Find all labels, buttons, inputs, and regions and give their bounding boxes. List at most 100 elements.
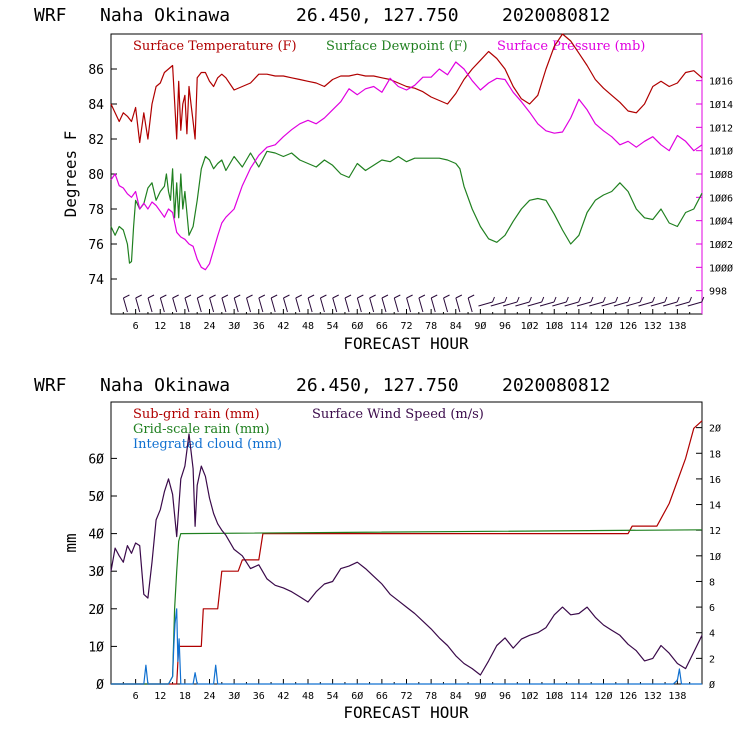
wind-barb — [478, 296, 495, 307]
wind-barb — [196, 294, 204, 313]
wind-barb — [601, 296, 619, 307]
wind-barb — [650, 296, 668, 307]
series-line-surface-wind-speed — [110, 433, 703, 676]
y-right-tick-label: 14 — [709, 501, 721, 512]
x-tick-label: 18 — [179, 691, 191, 702]
wind-barb — [430, 294, 438, 313]
x-tick-label: 84 — [450, 691, 462, 702]
header-model: WRF — [34, 5, 67, 26]
y-left-tick-label: Ø — [96, 678, 104, 693]
panel-1-y-right-ticks: 998 1ØØØ 1ØØ2 1ØØ4 1ØØ6 1ØØ8 1Ø1Ø 1Ø12 1Ø14 1Ø16 — [696, 76, 733, 298]
panel-1-x-axis-label: FORECAST HOUR — [343, 334, 469, 353]
legend-grid-scale-rain: Grid-scale rain (mm) — [133, 422, 270, 437]
series-line-surface-pressure — [110, 61, 703, 271]
x-tick-label: 138 — [668, 321, 686, 332]
x-tick-label: 132 — [644, 321, 662, 332]
wind-barb — [626, 296, 643, 307]
x-tick-label: 6 — [133, 691, 139, 702]
x-tick-label: 6Ø — [351, 690, 363, 702]
wind-barb — [613, 296, 631, 307]
y-right-tick-label: 1Ø1Ø — [709, 146, 733, 158]
y-right-tick-label: 1ØØ6 — [709, 192, 733, 204]
y-right-tick-label: 1ØØØ — [709, 262, 733, 274]
x-tick-label: 96 — [499, 691, 511, 702]
wind-barb — [393, 294, 401, 313]
x-tick-label: 54 — [327, 321, 339, 332]
wind-barb — [502, 296, 520, 307]
y-right-tick-label: 12 — [709, 526, 721, 537]
x-tick-label: 9Ø — [474, 690, 486, 702]
panel-2-series — [110, 420, 703, 685]
wind-barb — [270, 294, 278, 313]
x-tick-label: 3Ø — [228, 690, 240, 702]
x-tick-label: 72 — [400, 691, 412, 702]
wind-barb — [233, 294, 241, 313]
x-tick-label: 1Ø2 — [521, 320, 539, 332]
panel-2-legend: Sub-grid rain (mm) Surface Wind Speed (m… — [133, 407, 484, 452]
x-tick-label: 36 — [253, 691, 265, 702]
wind-barb — [159, 294, 167, 313]
panel-1-header: WRF Naha Okinawa 26.450, 127.750 2020080… — [34, 5, 610, 26]
y-left-tick-label: 78 — [88, 203, 104, 218]
x-tick-label: 66 — [376, 321, 388, 332]
wind-barb — [687, 296, 705, 307]
x-tick-label: 9Ø — [474, 320, 486, 332]
wind-barb — [147, 294, 155, 313]
header-model: WRF — [34, 375, 67, 396]
wind-barb — [122, 294, 130, 313]
x-tick-label: 12Ø — [594, 690, 612, 702]
x-tick-label: 6Ø — [351, 320, 363, 332]
wind-barb — [172, 294, 179, 313]
y-left-tick-label: 86 — [88, 63, 104, 78]
x-tick-label: 114 — [570, 691, 588, 702]
header-coords: 26.450, 127.750 — [296, 375, 459, 396]
y-right-tick-label: 1ØØ8 — [709, 169, 733, 181]
x-tick-label: 78 — [425, 691, 437, 702]
wind-barb — [209, 294, 216, 313]
wind-barb — [307, 294, 315, 313]
panel-2-x-ticks: 6 12 18 24 3Ø 36 42 48 54 6Ø 66 72 78 84 9Ø 96 1Ø2 1Ø8 114… — [122, 679, 691, 702]
wind-barb — [552, 296, 569, 307]
wind-barb — [589, 296, 606, 307]
header-run: 2020080812 — [502, 375, 610, 396]
y-right-tick-label: 8 — [709, 577, 715, 588]
y-left-tick-label: 2Ø — [88, 603, 104, 618]
x-tick-label: 42 — [277, 691, 289, 702]
header-location: Naha Okinawa — [100, 375, 230, 396]
y-right-tick-label: 998 — [709, 287, 727, 298]
y-right-tick-label: 6 — [709, 603, 715, 614]
wind-barb — [319, 294, 327, 313]
series-line-integrated-cloud — [111, 608, 702, 685]
panel-2-y-axis-label: mm — [61, 533, 80, 552]
x-tick-label: 24 — [203, 321, 215, 332]
x-tick-label: 114 — [570, 321, 588, 332]
wind-barb — [467, 294, 475, 313]
wind-barb — [576, 296, 594, 307]
y-right-tick-label: 1Ø16 — [709, 76, 733, 88]
series-line-surface-temperature — [110, 33, 703, 144]
wind-barb — [344, 294, 352, 313]
x-tick-label: 18 — [179, 321, 191, 332]
wind-barb — [295, 294, 303, 313]
series-line-sub-grid-rain — [111, 420, 703, 685]
y-left-tick-label: 74 — [88, 273, 104, 288]
panel-1-y-axis-label: Degrees F — [61, 131, 80, 218]
x-tick-label: 84 — [450, 321, 462, 332]
wind-barb — [406, 294, 413, 313]
header-coords: 26.450, 127.750 — [296, 5, 459, 26]
series-line-surface-dewpoint — [110, 150, 703, 264]
wind-barb — [246, 294, 253, 313]
panel-1-wind-barbs — [122, 294, 705, 313]
panel-1-y-left-ticks: 74 76 78 80 82 84 86 — [88, 63, 117, 288]
x-tick-label: 72 — [400, 321, 412, 332]
y-right-tick-label: 2 — [709, 654, 715, 665]
y-right-tick-label: 18 — [709, 449, 721, 460]
y-right-tick-label: Ø — [709, 679, 715, 691]
panel-2-x-axis-label: FORECAST HOUR — [343, 703, 469, 722]
y-right-tick-label: 16 — [709, 475, 721, 486]
panel-2-y-right-ticks: Ø 2 4 6 8 1Ø 12 14 16 18 2Ø — [696, 423, 721, 691]
x-tick-label: 1Ø2 — [521, 690, 539, 702]
panel-1-series — [110, 33, 703, 271]
x-tick-label: 66 — [376, 691, 388, 702]
